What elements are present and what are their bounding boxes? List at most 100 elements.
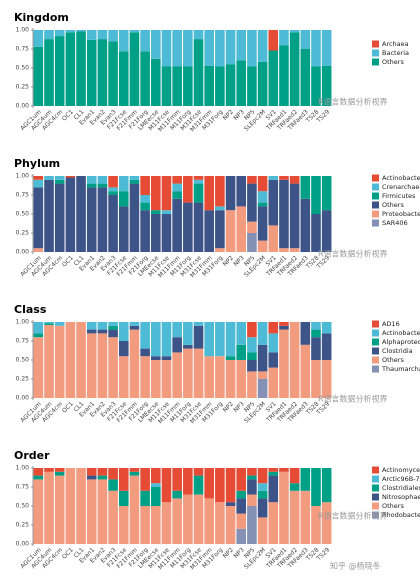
bar-segment (289, 183, 300, 249)
bar-segment (140, 348, 150, 357)
bar-segment (183, 468, 193, 495)
bar-segment (279, 179, 289, 249)
bar-segment (247, 66, 257, 106)
bar-segment (321, 210, 332, 252)
legend-swatch (372, 347, 379, 355)
bar-segment (204, 468, 215, 499)
legend-swatch (372, 201, 379, 209)
bar-segment (172, 191, 182, 199)
bar-segment (268, 30, 279, 51)
y-tick-label: 0.25 (16, 522, 30, 529)
bar-segment (118, 206, 129, 252)
bar-segment (193, 30, 204, 40)
legend-label: AD16 (382, 320, 400, 328)
bar-segment (236, 206, 247, 252)
bar-segment (76, 468, 86, 544)
bar-segment (161, 30, 172, 67)
bar-segment (161, 210, 172, 214)
bar-segment (150, 360, 161, 398)
bar-segment (161, 468, 172, 503)
legend-swatch (372, 174, 379, 182)
bar-segment (300, 198, 311, 252)
y-tick-label: 0.50 (16, 503, 30, 510)
bar-segment (247, 475, 257, 480)
bar-segment (150, 483, 161, 487)
bar-segment (268, 352, 279, 368)
bar-segment (279, 468, 289, 472)
bar-segment (257, 379, 268, 398)
bar-segment (268, 475, 279, 503)
bar-segment (33, 46, 44, 106)
bar-segment (118, 322, 129, 341)
legend-label: Clostridia (382, 347, 413, 355)
bar-segment (311, 468, 321, 506)
bar-segment (97, 183, 108, 188)
bar-segment (321, 333, 332, 360)
bar-segment (300, 30, 311, 49)
bar-segment (172, 490, 182, 499)
bar-segment (150, 468, 161, 484)
bar-segment (257, 240, 268, 252)
bar-segment (321, 30, 332, 66)
legend-swatch (372, 329, 379, 337)
bar-segment (33, 322, 44, 334)
watermark: R语言数据分析视界 (318, 249, 388, 259)
bar-segment (215, 30, 225, 67)
bar-segment (247, 176, 257, 184)
bar-segment (97, 39, 108, 107)
bar-segment (225, 176, 236, 211)
bar-segment (193, 202, 204, 252)
bar-segment (108, 191, 118, 195)
chart-title: Class (14, 303, 47, 316)
bar-segment (257, 61, 268, 106)
bar-segment (65, 30, 76, 33)
bar-segment (247, 468, 257, 476)
bar-segment (311, 322, 321, 330)
bar-segment (300, 322, 311, 345)
bar-segment (33, 176, 44, 180)
bar-segment (150, 214, 161, 252)
bar-segment (140, 51, 150, 106)
bar-segment (129, 179, 140, 184)
bar-segment (268, 176, 279, 180)
bar-segment (161, 214, 172, 252)
bar-segment (268, 468, 279, 472)
bar-segment (289, 483, 300, 491)
bar-segment (193, 179, 204, 184)
bar-segment (44, 179, 54, 252)
bar-segment (225, 502, 236, 506)
legend-swatch (372, 356, 379, 364)
bar-segment (150, 210, 161, 214)
bar-segment (257, 191, 268, 203)
bar-segment (97, 479, 108, 544)
y-tick-label: 0.75 (16, 46, 30, 53)
y-tick-label: 0.25 (16, 376, 30, 383)
bar-segment (225, 356, 236, 360)
legend-label: Clostridiales (382, 484, 420, 492)
bar-segment (257, 490, 268, 499)
y-tick-label: 0.25 (16, 84, 30, 91)
legend-label: Others (382, 201, 404, 209)
legend-swatch (372, 58, 379, 66)
bar-segment (33, 479, 44, 544)
legend-swatch (372, 40, 379, 48)
bar-segment (33, 333, 44, 338)
legend-label: Alphaproteobacteria (382, 338, 420, 346)
bar-segment (204, 30, 215, 66)
bar-segment (108, 325, 118, 330)
bar-segment (311, 214, 321, 252)
bar-segment (257, 517, 268, 544)
bar-segment (193, 348, 204, 398)
legend-swatch (372, 511, 379, 519)
bar-segment (257, 483, 268, 491)
legend-swatch (372, 484, 379, 492)
bar-segment (236, 498, 247, 514)
bar-segment (161, 360, 172, 398)
bar-segment (44, 322, 54, 324)
bar-segment (204, 356, 215, 398)
bar-segment (289, 32, 300, 106)
bar-segment (225, 360, 236, 398)
y-tick-label: 0.75 (16, 484, 30, 491)
bar-segment (268, 367, 279, 398)
